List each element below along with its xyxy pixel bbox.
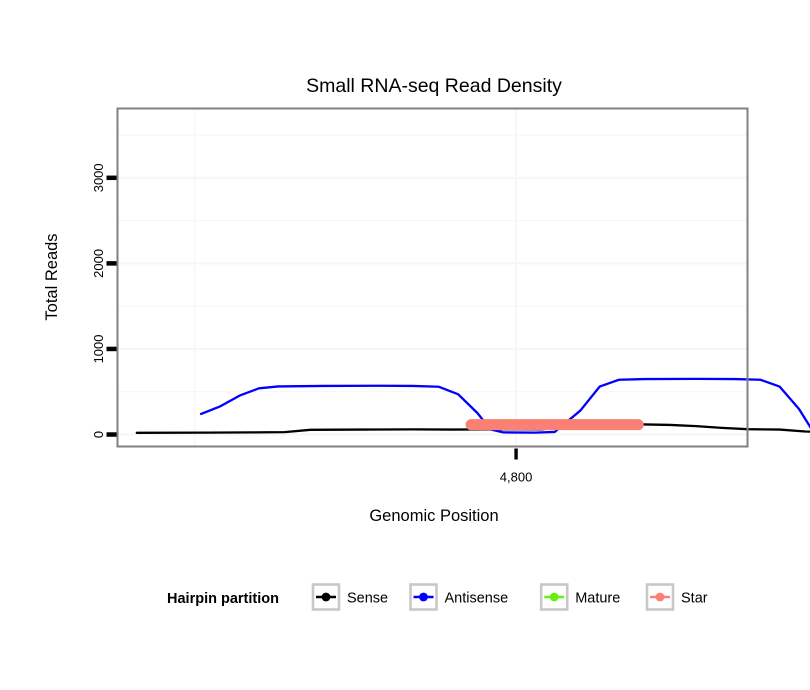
legend-key-dot	[549, 592, 559, 602]
x-axis: 4,8004,900	[500, 448, 533, 485]
x-tick-label: 4,800	[500, 470, 533, 485]
y-tick-label: 0	[91, 431, 106, 438]
plot-panel-border	[116, 107, 749, 448]
legend: Hairpin partition Sense Antisense Mature St…	[167, 583, 708, 611]
y-axis-title: Total Reads	[43, 233, 61, 320]
legend-item-label: Star	[681, 591, 708, 607]
y-axis: 0 1000 2000 3000	[91, 163, 117, 438]
y-tick-label: 3000	[91, 163, 106, 192]
legend-item-label: Mature	[575, 591, 620, 607]
legend-item-label: Sense	[347, 591, 388, 607]
legend-items: Sense Antisense Mature Star	[311, 583, 708, 611]
y-tick-label: 2000	[91, 249, 106, 278]
x-axis-title: Genomic Position	[369, 507, 498, 525]
plot-panel-background	[117, 108, 748, 447]
legend-item-antisense[interactable]: Antisense	[409, 583, 509, 611]
annotation-bars-group	[465, 419, 644, 431]
legend-item-star[interactable]: Star	[645, 583, 708, 611]
grid-lines	[117, 108, 748, 447]
legend-key-dot	[655, 592, 665, 602]
chart-title: Small RNA-seq Read Density	[306, 75, 562, 97]
legend-title: Hairpin partition	[167, 591, 279, 607]
legend-item-label: Antisense	[445, 591, 509, 607]
legend-item-mature[interactable]: Mature	[539, 583, 620, 611]
legend-item-sense[interactable]: Sense	[311, 583, 388, 611]
legend-key-dot	[321, 592, 331, 602]
legend-key-dot	[419, 592, 428, 602]
y-tick-label: 1000	[91, 334, 106, 363]
